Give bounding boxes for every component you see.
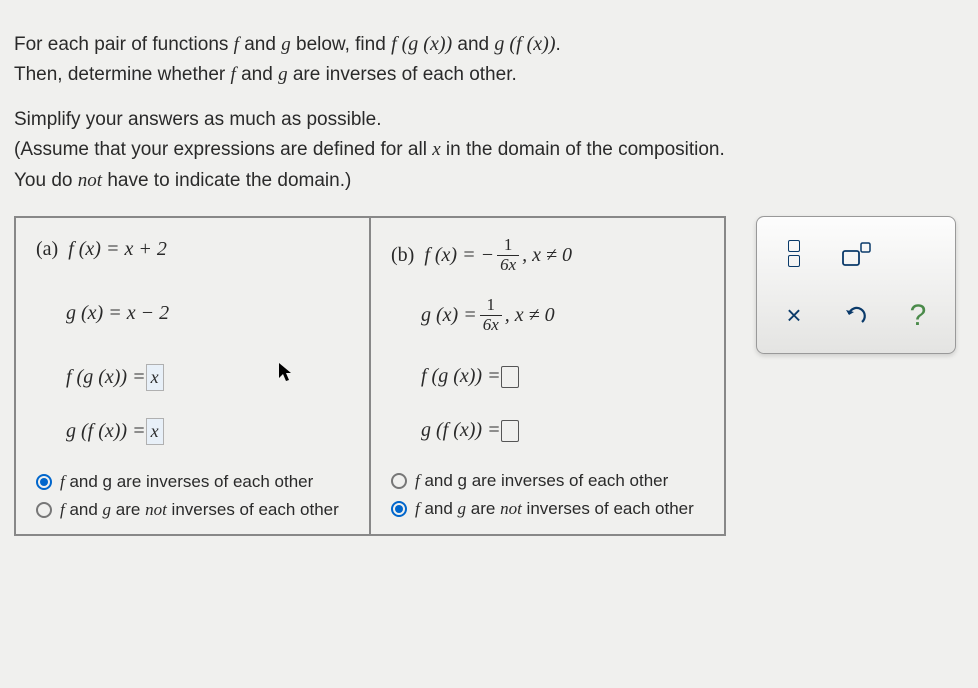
fraction: 1 6x <box>497 236 519 274</box>
fg-lhs: f (g (x)) = <box>421 365 501 388</box>
part-a-fg-answer[interactable]: x <box>146 364 164 391</box>
text: . <box>555 34 560 55</box>
part-b-gf: g (f (x)) = <box>421 417 708 445</box>
part-a-g-def: g (x) = x − 2 <box>66 300 353 328</box>
text: For each pair of functions <box>14 34 234 55</box>
part-a-option-inverses[interactable]: f and g are inverses of each other <box>36 472 353 492</box>
radio-selected-icon[interactable] <box>36 474 52 490</box>
text: You do <box>14 170 78 191</box>
fraction: 1 6x <box>480 296 502 334</box>
exponent-tool-button[interactable] <box>830 232 882 276</box>
numerator: 1 <box>501 236 516 255</box>
instruction-line-2: Then, determine whether f and g are inve… <box>14 60 964 90</box>
part-b-fg: f (g (x)) = <box>421 363 708 391</box>
not: not <box>78 170 102 191</box>
text: and <box>236 64 278 85</box>
fraction-tool-button[interactable] <box>768 232 820 276</box>
instruction-line-1: For each pair of functions f and g below… <box>14 28 964 60</box>
gf-lhs: g (f (x)) = <box>66 420 146 443</box>
tool-palette: × ? <box>756 216 956 354</box>
part-b-option-not-inverses[interactable]: f and g are not inverses of each other <box>391 499 708 519</box>
text: (Assume that your expressions are define… <box>14 139 432 160</box>
text: x <box>432 139 440 160</box>
label: and g are inverses of each other <box>65 472 314 491</box>
g-lhs: g (x) = <box>421 304 477 327</box>
not: not <box>500 499 522 518</box>
text: below, find <box>291 34 391 55</box>
part-a-fg: f (g (x)) = x <box>66 364 353 392</box>
problem-box: (a) f (x) = x + 2 g (x) = x − 2 f (g (x)… <box>14 216 726 536</box>
part-a-gf-answer[interactable]: x <box>146 418 164 445</box>
part-b-f-def: (b) f (x) = − 1 6x , x ≠ 0 <box>391 236 708 274</box>
part-b: (b) f (x) = − 1 6x , x ≠ 0 g (x) = 1 6x … <box>371 218 724 534</box>
f-def: f (x) = x + 2 <box>68 238 167 261</box>
domain: , x ≠ 0 <box>522 244 572 267</box>
not: not <box>145 500 167 519</box>
part-b-option-inverses[interactable]: f and g are inverses of each other <box>391 471 708 491</box>
instruction-line-4: (Assume that your expressions are define… <box>14 135 964 165</box>
text: are inverses of each other. <box>288 64 517 85</box>
part-b-g-def: g (x) = 1 6x , x ≠ 0 <box>421 296 708 334</box>
part-b-gf-answer[interactable] <box>501 420 519 442</box>
part-b-label: (b) <box>391 244 414 267</box>
domain: , x ≠ 0 <box>505 304 555 327</box>
gf-expr: g (f (x)) <box>494 33 555 55</box>
numerator: 1 <box>483 296 498 315</box>
radio-icon[interactable] <box>36 502 52 518</box>
denominator: 6x <box>497 255 519 275</box>
instructions: For each pair of functions f and g below… <box>14 28 964 196</box>
denominator: 6x <box>480 315 502 335</box>
undo-button[interactable] <box>830 294 882 338</box>
part-a-option-not-inverses[interactable]: f and g are not inverses of each other <box>36 500 353 520</box>
instruction-line-5: You do not have to indicate the domain.) <box>14 166 964 196</box>
instruction-line-3: Simplify your answers as much as possibl… <box>14 105 964 135</box>
part-a-label: (a) <box>36 238 58 261</box>
fg-expr: f (g (x)) <box>391 33 452 55</box>
times-button[interactable]: × <box>768 294 820 338</box>
fg-lhs: f (g (x)) = <box>66 366 146 389</box>
text: have to indicate the domain.) <box>102 170 351 191</box>
f: f <box>60 500 65 519</box>
label: and g are inverses of each other <box>420 471 669 490</box>
part-a: (a) f (x) = x + 2 g (x) = x − 2 f (g (x)… <box>16 218 371 534</box>
part-a-gf: g (f (x)) = x <box>66 418 353 446</box>
gf-lhs: g (f (x)) = <box>421 419 501 442</box>
part-b-fg-answer[interactable] <box>501 366 519 388</box>
f-lhs: f (x) = − <box>424 244 494 267</box>
radio-selected-icon[interactable] <box>391 501 407 517</box>
text: Then, determine whether <box>14 64 231 85</box>
radio-icon[interactable] <box>391 473 407 489</box>
text: in the domain of the composition. <box>441 139 725 160</box>
text: and <box>239 34 281 55</box>
part-a-f-def: (a) f (x) = x + 2 <box>36 236 353 264</box>
f: f <box>415 499 420 518</box>
spacer <box>892 232 944 276</box>
text: and <box>452 34 494 55</box>
help-button[interactable]: ? <box>892 294 944 338</box>
